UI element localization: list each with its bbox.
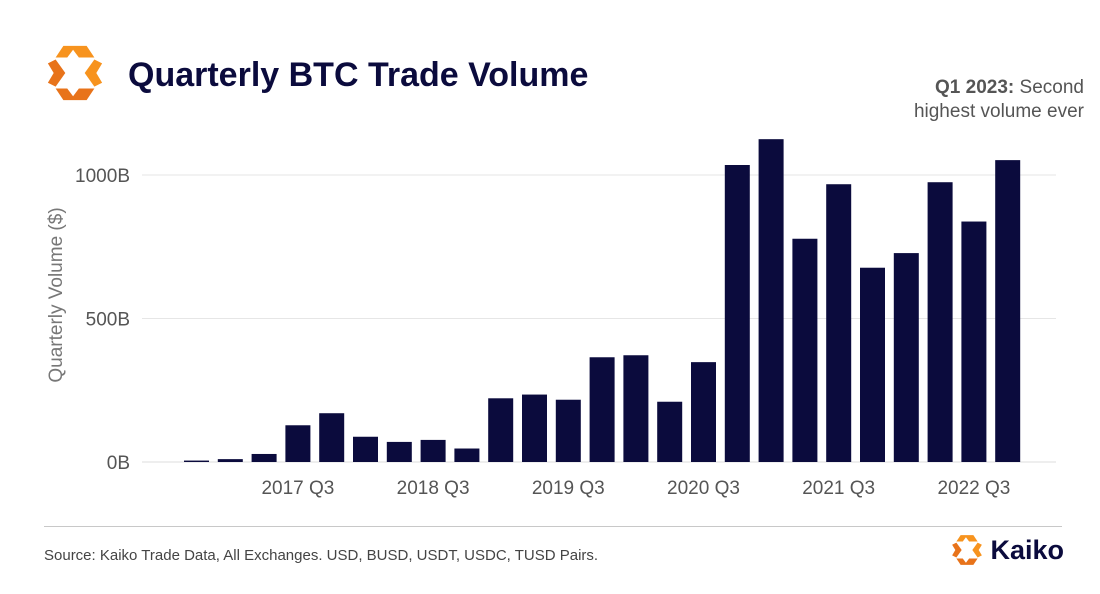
bar-2021-q3 bbox=[826, 184, 852, 463]
annotation-bold: Q1 2023: bbox=[935, 77, 1015, 98]
annotation-line2: highest volume ever bbox=[913, 101, 1084, 122]
bar-2017-q1 bbox=[217, 459, 243, 462]
bar-2020-q4 bbox=[724, 165, 750, 462]
bar-chart: 0B 500B 1000B 2017 Q3 2018 Q3 2019 Q3 2020 Q3… bbox=[46, 139, 1056, 499]
y-tick-labels: 0B 500B 1000B bbox=[75, 166, 130, 474]
bar-2018-q2 bbox=[386, 441, 412, 462]
bar-2022-q3 bbox=[961, 221, 987, 462]
footer-divider bbox=[44, 526, 1062, 527]
x-tick-label: 2022 Q3 bbox=[937, 478, 1010, 499]
x-tick-label: 2020 Q3 bbox=[667, 478, 740, 499]
footer-brand: Kaiko bbox=[950, 533, 1064, 567]
bar-2020-q2 bbox=[657, 401, 683, 462]
bar-2019-q4 bbox=[589, 357, 615, 462]
y-tick-label: 500B bbox=[86, 310, 130, 331]
bar-2018-q3 bbox=[420, 439, 446, 462]
bar-2022-q2 bbox=[927, 182, 953, 462]
bar-2020-q1 bbox=[623, 355, 649, 462]
x-tick-label: 2019 Q3 bbox=[532, 478, 605, 499]
y-tick-label: 1000B bbox=[75, 166, 130, 187]
chart-title: Quarterly BTC Trade Volume bbox=[128, 56, 589, 94]
bar-2018-q4 bbox=[454, 448, 480, 462]
bar-2022-q1 bbox=[893, 253, 919, 462]
bar-2017-q3 bbox=[285, 425, 311, 462]
bar-2021-q4 bbox=[860, 267, 885, 462]
source-note: Source: Kaiko Trade Data, All Exchanges.… bbox=[44, 547, 599, 564]
bar-2016-q4 bbox=[184, 460, 209, 462]
annotation-line1: Second bbox=[1019, 77, 1084, 98]
chart-annotation: Q1 2023: Second highest volume ever bbox=[914, 76, 1084, 124]
kaiko-logo-icon bbox=[952, 535, 983, 565]
bar-2022-q4 bbox=[995, 160, 1021, 462]
bar-2019-q2 bbox=[522, 394, 547, 462]
x-tick-label: 2018 Q3 bbox=[397, 478, 470, 499]
y-axis-label: Quarterly Volume ($) bbox=[46, 207, 67, 382]
bar-2019-q3 bbox=[555, 399, 581, 462]
bar-2018-q1 bbox=[353, 436, 378, 462]
bar-2021-q2 bbox=[792, 238, 818, 462]
bar-2017-q4 bbox=[319, 413, 345, 462]
x-tick-label: 2021 Q3 bbox=[802, 478, 875, 499]
bar-2021-q1 bbox=[758, 139, 784, 462]
bar-2017-q2 bbox=[251, 453, 277, 462]
brand-name: Kaiko bbox=[990, 534, 1064, 565]
kaiko-logo-icon bbox=[47, 45, 103, 101]
x-tick-labels: 2017 Q3 2018 Q3 2019 Q3 2020 Q3 2021 Q3 2022 … bbox=[261, 478, 1010, 499]
bar-2020-q3 bbox=[691, 362, 716, 462]
bar-2019-q1 bbox=[488, 398, 514, 462]
x-tick-label: 2017 Q3 bbox=[261, 478, 334, 499]
bars bbox=[184, 139, 1021, 463]
y-tick-label: 0B bbox=[107, 453, 130, 474]
